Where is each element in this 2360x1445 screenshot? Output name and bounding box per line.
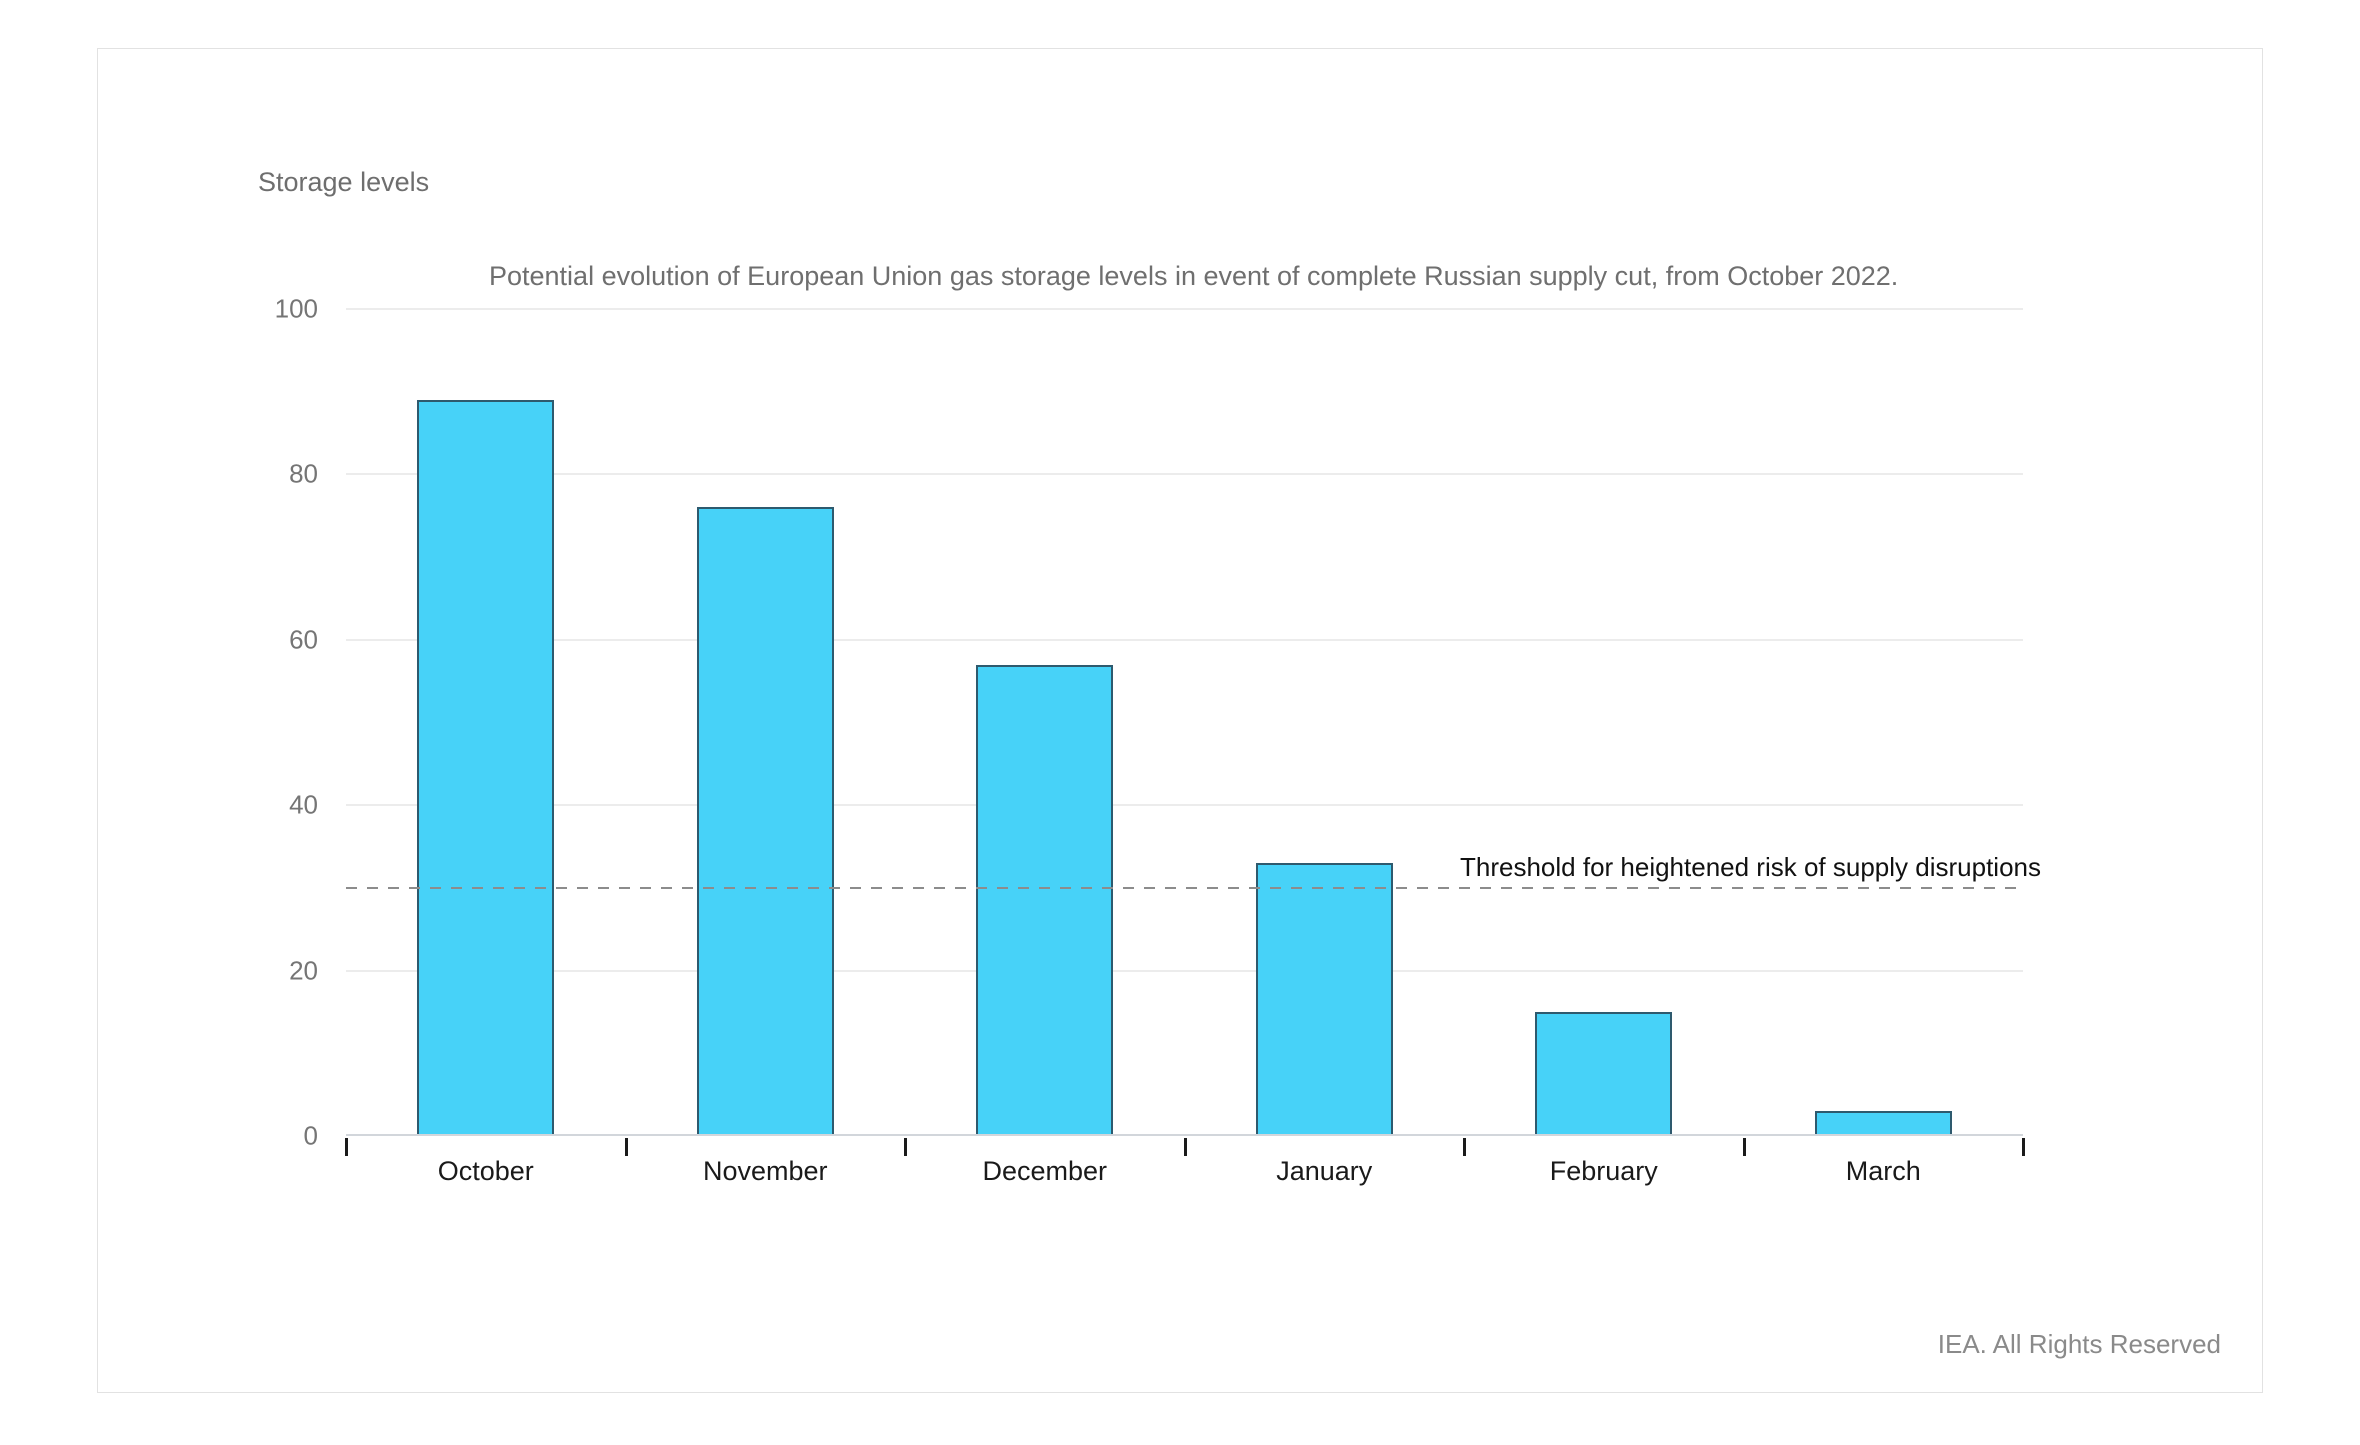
threshold-label: Threshold for heightened risk of supply … <box>1460 851 2041 882</box>
chart-title: Potential evolution of European Union ga… <box>489 261 1899 291</box>
bar-february <box>1535 1011 1673 1136</box>
threshold-line <box>346 886 2023 889</box>
x-axis-tick <box>624 1138 628 1156</box>
gridline-80 <box>346 473 2023 476</box>
bar-october <box>417 399 555 1136</box>
y-axis-tick-label: 0 <box>303 1120 318 1151</box>
x-axis-tick <box>2022 1138 2025 1156</box>
x-axis-category-label: December <box>982 1156 1108 1186</box>
gridline-20 <box>346 969 2023 972</box>
x-axis-line <box>346 1134 2023 1136</box>
y-axis-tick-label: 40 <box>289 789 318 820</box>
footer-credit: IEA. All Rights Reserved <box>1937 1329 2221 1359</box>
x-axis-category-label: January <box>1276 1156 1373 1186</box>
x-axis-tick <box>904 1138 907 1156</box>
x-axis-tick <box>1742 1138 1746 1156</box>
bar-november <box>696 507 834 1136</box>
y-axis-tick-label: 80 <box>289 458 318 489</box>
y-axis-tick-label: 100 <box>274 293 318 324</box>
y-axis-title: Storage levels <box>258 167 430 197</box>
x-axis-tick <box>345 1138 348 1156</box>
x-axis-category-label: February <box>1549 1156 1658 1186</box>
x-axis-tick <box>1463 1138 1466 1156</box>
y-axis-tick-label: 20 <box>289 955 318 986</box>
x-axis-category-label: October <box>437 1156 534 1186</box>
bar-december <box>976 664 1114 1136</box>
x-axis-tick <box>1183 1138 1187 1156</box>
y-axis-tick-label: 60 <box>289 624 318 655</box>
chart-card: Storage levels Potential evolution of Eu… <box>97 48 2263 1393</box>
bar-january <box>1255 863 1393 1136</box>
bar-march <box>1814 1111 1952 1136</box>
gridline-100 <box>346 308 2023 310</box>
x-axis-category-label: November <box>702 1156 828 1186</box>
gridline-60 <box>346 638 2023 641</box>
plot-area: Threshold for heightened risk of supply … <box>275 294 2041 1187</box>
gridline-40 <box>346 804 2023 807</box>
x-axis-category-label: March <box>1845 1156 1921 1186</box>
